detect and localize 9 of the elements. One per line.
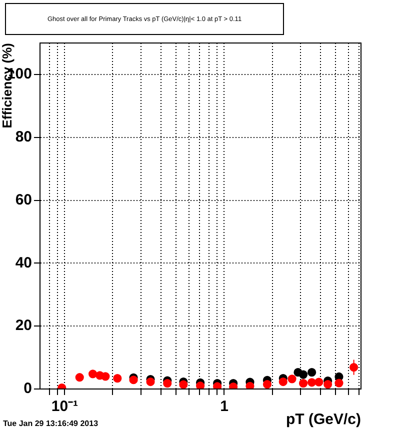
x-axis-title: pT (GeV/c) [286, 411, 361, 428]
text: Tue Jan 29 13:16:49 2013 [3, 419, 98, 428]
y-tick-label: 80 [15, 128, 32, 146]
x-tick-label: 10⁻¹ [51, 398, 78, 416]
x-tick-label: 1 [220, 398, 228, 416]
y-tick-label: 40 [15, 254, 32, 272]
y-tick-label: 20 [15, 317, 32, 334]
y-tick-label: 60 [15, 191, 32, 208]
y-tick-label: 0 [24, 380, 32, 398]
